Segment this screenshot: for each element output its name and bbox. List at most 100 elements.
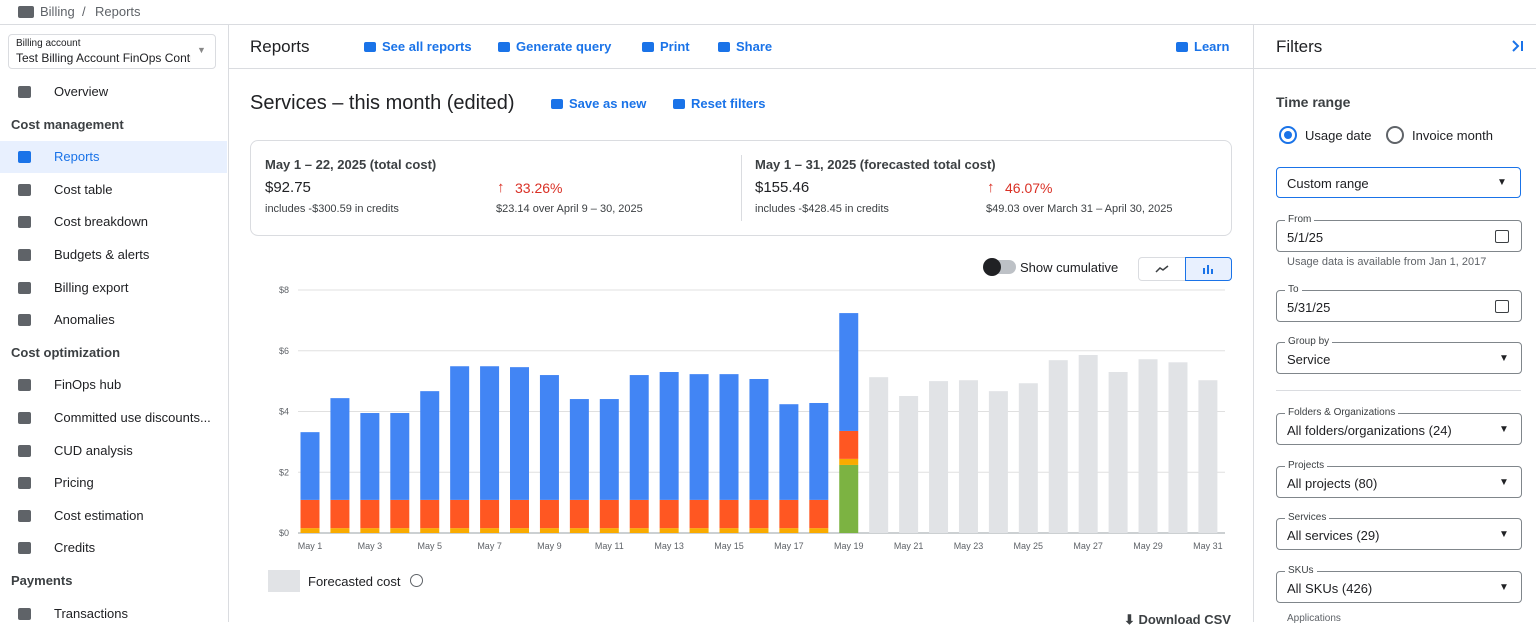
toggle[interactable] [983,258,1016,276]
bar-segment [599,399,619,500]
action[interactable]: Share [718,39,772,54]
action[interactable]: See all reports [364,39,472,54]
nav-icon [18,183,31,196]
filter-field[interactable]: To 5/31/25 [1276,284,1522,322]
nav-item[interactable]: Reports [0,141,227,174]
nav-item[interactable]: Cost table [0,174,227,206]
separator: / [82,4,86,19]
nav-item[interactable]: Cost breakdown [0,206,227,238]
radio-selected[interactable] [1279,126,1297,144]
nav-item[interactable]: Credits [0,532,227,564]
amount: $92.75 [265,179,311,196]
nav-item[interactable]: Anomalies [0,304,227,336]
nav-label: Billing export [54,279,129,295]
x-tick-label: May 17 [774,541,804,551]
action[interactable]: Print [642,39,690,54]
filter-field[interactable]: From 5/1/25 [1276,214,1522,252]
radio-label: Invoice month [1412,128,1493,143]
account-select[interactable]: Billing account Test Billing Account Fin… [8,34,216,69]
nav-item[interactable]: Cost estimation [0,500,227,532]
nav-label: Committed use discounts... [54,410,211,425]
top-bar: Billing / Reports [0,0,1536,25]
save-as-new[interactable]: Save as new [551,96,646,111]
action-label: See all reports [382,39,472,54]
action-label: Share [736,39,773,54]
filter-field[interactable]: Services All services (29) ▼ [1276,512,1522,550]
nav-item[interactable]: FinOps hub [0,369,227,401]
value: Custom range [1287,176,1369,191]
bar-segment [719,374,739,500]
bar-segment [360,413,380,500]
bar-view-button[interactable] [1185,257,1232,281]
bar-segment [629,375,649,500]
field-label: From [1285,214,1315,225]
amount: $155.46 [755,179,810,196]
filter-field[interactable]: Group by Service ▼ [1276,336,1522,374]
collapse-icon[interactable] [1510,39,1526,53]
divider [1253,25,1254,622]
nav-item[interactable]: CUD analysis [0,435,227,467]
nav-icon [18,379,31,392]
nav-item[interactable]: Transactions [0,598,227,630]
bar-segment [420,499,440,529]
change: 33.26% [515,180,563,196]
x-tick-label: May 27 [1073,541,1103,551]
bar-segment [480,528,500,533]
download[interactable]: ⬇ Download CSV [1124,612,1231,627]
nav-item[interactable]: Pricing [0,467,227,499]
help-icon[interactable] [410,574,423,587]
billing-icon [18,6,34,18]
x-tick-label: May 21 [894,541,924,551]
filter-field[interactable]: Projects All projects (80) ▼ [1276,460,1522,498]
arrow: ▼ [1499,529,1509,540]
bar-segment [510,367,530,500]
sidebar: Billing account Test Billing Account Fin… [0,25,229,622]
nav-item[interactable]: Overview [0,76,227,108]
nav-label: Overview [54,84,109,99]
learn[interactable]: Learn [1176,39,1229,54]
bar-segment [420,528,440,533]
nav-item[interactable]: Committed use discounts... [0,402,227,434]
nav-icon [18,151,31,164]
x-tick-label: May 29 [1133,541,1163,551]
bar-segment [569,399,589,500]
bar-segment [779,404,799,500]
bar-segment [330,499,350,529]
bar-segment [539,528,559,533]
toggle-label: Show cumulative [1020,260,1119,275]
filter-field[interactable]: Folders & Organizations All folders/organ… [1276,407,1522,445]
range-select[interactable]: Custom range ▼ [1276,167,1521,198]
bar-segment [779,528,799,533]
bar-segment [420,391,440,500]
x-tick-label: May 25 [1014,541,1044,551]
bar-segment [749,378,769,500]
reset-filters[interactable]: Reset filters [673,96,765,111]
field-label: Services [1285,512,1330,523]
bar-segment [539,375,559,500]
action-label: Save as new [569,96,647,111]
divider [229,68,1536,69]
radio[interactable] [1386,126,1404,144]
arrow: ↑ [987,179,995,196]
line-view-button[interactable] [1138,257,1186,281]
nav-label: Reports [54,149,100,165]
action[interactable]: Generate query [498,39,611,54]
calendar-icon [1495,300,1509,313]
legend-swatch [268,570,300,592]
filter-field[interactable]: SKUs All SKUs (426) ▼ [1276,565,1522,603]
x-tick-label: May 15 [714,541,744,551]
nav-icon [18,542,31,555]
nav-icon [18,216,31,229]
nav-item[interactable]: Budgets & alerts [0,239,227,271]
legend-label: Forecasted cost [308,574,401,589]
field-label: Applications [1287,613,1341,624]
bar-segment [749,528,769,533]
bar-segment [839,313,859,431]
nav-item[interactable]: Billing export [0,272,227,304]
bar-segment [1018,383,1038,533]
breadcrumb[interactable]: Billing [40,4,75,19]
nav-label: Credits [54,540,96,556]
bar-segment [390,528,410,533]
nav-section: Cost management [11,116,124,132]
bar-segment [839,464,859,533]
